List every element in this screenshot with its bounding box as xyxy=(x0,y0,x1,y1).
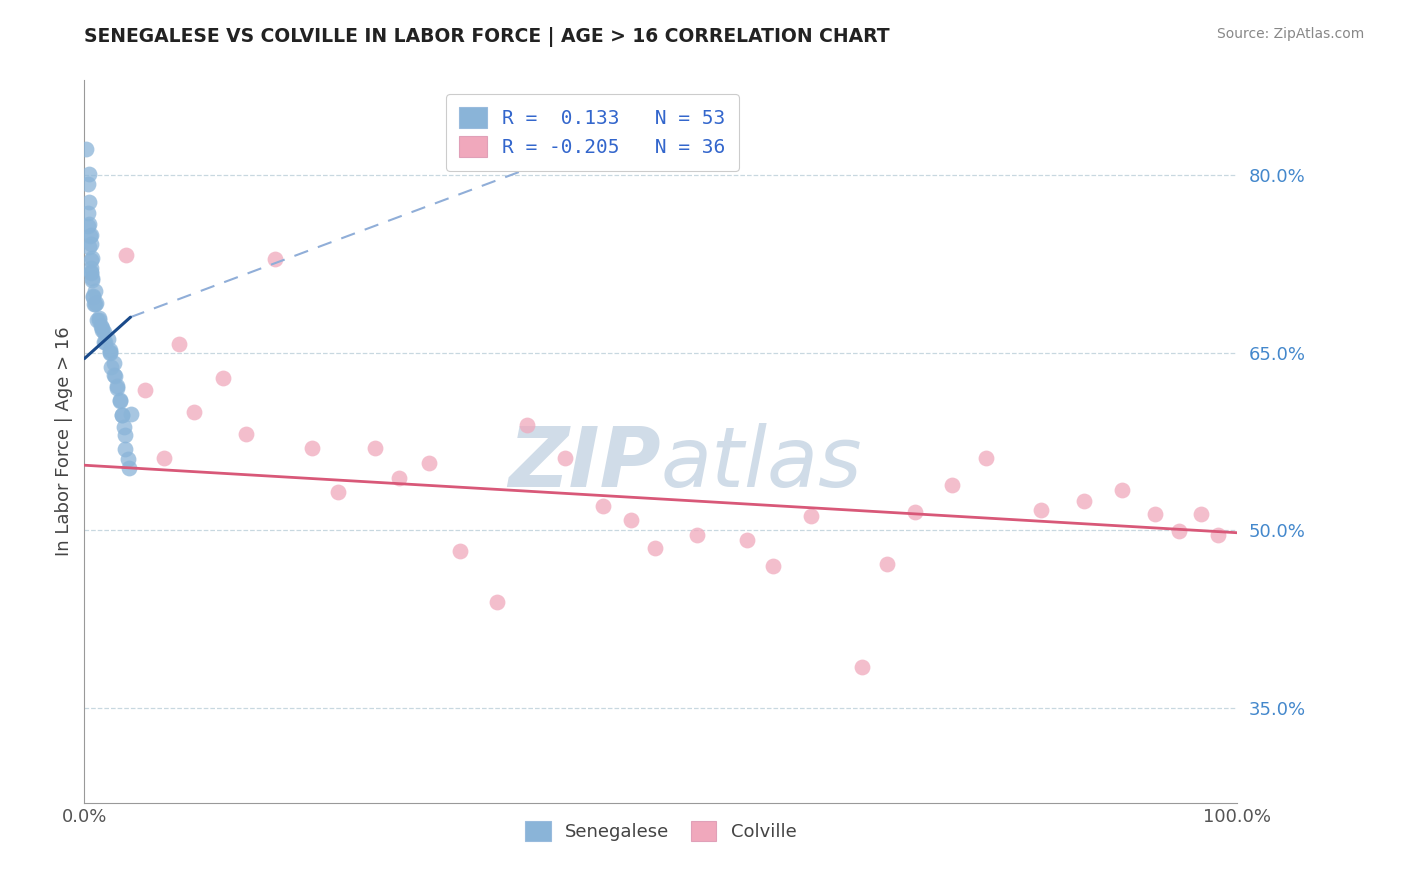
Point xyxy=(77,219,100,233)
Point xyxy=(644,541,666,555)
Point xyxy=(134,384,156,398)
Point xyxy=(363,442,385,456)
Point xyxy=(93,325,115,339)
Text: atlas: atlas xyxy=(661,423,862,504)
Point xyxy=(90,319,112,334)
Point xyxy=(77,217,100,231)
Text: ZIP: ZIP xyxy=(508,423,661,504)
Point xyxy=(108,392,131,407)
Point xyxy=(449,544,471,558)
Point xyxy=(1189,508,1212,522)
Point xyxy=(685,528,707,542)
Point xyxy=(183,405,205,419)
Point xyxy=(114,427,136,442)
Point xyxy=(851,660,873,674)
Point xyxy=(1168,524,1191,538)
Point xyxy=(77,177,100,191)
Point xyxy=(83,297,105,311)
Point xyxy=(800,509,823,524)
Point xyxy=(84,285,107,299)
Legend: Senegalese, Colville: Senegalese, Colville xyxy=(517,814,804,848)
Point xyxy=(100,360,122,375)
Point xyxy=(167,336,190,351)
Point xyxy=(105,379,128,393)
Point xyxy=(80,251,103,265)
Point xyxy=(118,461,141,475)
Point xyxy=(1206,527,1229,541)
Point xyxy=(90,323,112,337)
Point xyxy=(554,450,576,465)
Point xyxy=(235,426,257,441)
Point xyxy=(876,557,898,571)
Point xyxy=(974,451,997,466)
Point xyxy=(1111,483,1133,497)
Point xyxy=(485,595,508,609)
Point xyxy=(79,266,101,280)
Point xyxy=(326,485,349,500)
Point xyxy=(121,407,143,421)
Point xyxy=(79,228,101,243)
Point xyxy=(103,368,125,382)
Point xyxy=(90,321,112,335)
Point xyxy=(103,356,125,370)
Point xyxy=(1073,494,1095,508)
Point xyxy=(84,296,107,310)
Y-axis label: In Labor Force | Age > 16: In Labor Force | Age > 16 xyxy=(55,326,73,557)
Point xyxy=(516,417,538,432)
Point xyxy=(87,311,110,326)
Point xyxy=(114,248,136,262)
Point xyxy=(301,441,323,455)
Point xyxy=(104,368,127,383)
Point xyxy=(80,228,103,243)
Point xyxy=(212,371,235,385)
Text: SENEGALESE VS COLVILLE IN LABOR FORCE | AGE > 16 CORRELATION CHART: SENEGALESE VS COLVILLE IN LABOR FORCE | … xyxy=(84,27,890,46)
Point xyxy=(904,505,927,519)
Point xyxy=(105,381,128,395)
Point xyxy=(117,452,139,467)
Text: Source: ZipAtlas.com: Source: ZipAtlas.com xyxy=(1216,27,1364,41)
Point xyxy=(735,533,758,547)
Point xyxy=(84,296,107,310)
Point xyxy=(77,167,100,181)
Point xyxy=(77,240,100,254)
Point xyxy=(79,236,101,251)
Point xyxy=(264,252,287,267)
Point xyxy=(1029,503,1052,517)
Point xyxy=(79,265,101,279)
Point xyxy=(1144,508,1167,522)
Point xyxy=(80,252,103,267)
Point xyxy=(112,420,135,434)
Point xyxy=(620,512,643,526)
Point xyxy=(86,313,108,327)
Point xyxy=(100,346,122,360)
Point xyxy=(111,408,134,422)
Point xyxy=(111,409,134,423)
Point xyxy=(153,451,176,466)
Point xyxy=(77,205,100,219)
Point xyxy=(82,288,104,302)
Point xyxy=(114,442,136,456)
Point xyxy=(98,344,121,359)
Point xyxy=(941,478,963,492)
Point xyxy=(108,393,131,408)
Point xyxy=(87,313,110,327)
Point xyxy=(762,558,785,573)
Point xyxy=(80,271,103,285)
Point xyxy=(388,471,411,485)
Point xyxy=(592,500,614,514)
Point xyxy=(77,194,100,209)
Point xyxy=(100,343,122,357)
Point xyxy=(97,332,120,346)
Point xyxy=(82,273,104,287)
Point xyxy=(93,335,115,350)
Point xyxy=(94,335,117,350)
Point xyxy=(79,260,101,275)
Point xyxy=(418,456,440,470)
Point xyxy=(75,142,97,156)
Point xyxy=(82,290,104,304)
